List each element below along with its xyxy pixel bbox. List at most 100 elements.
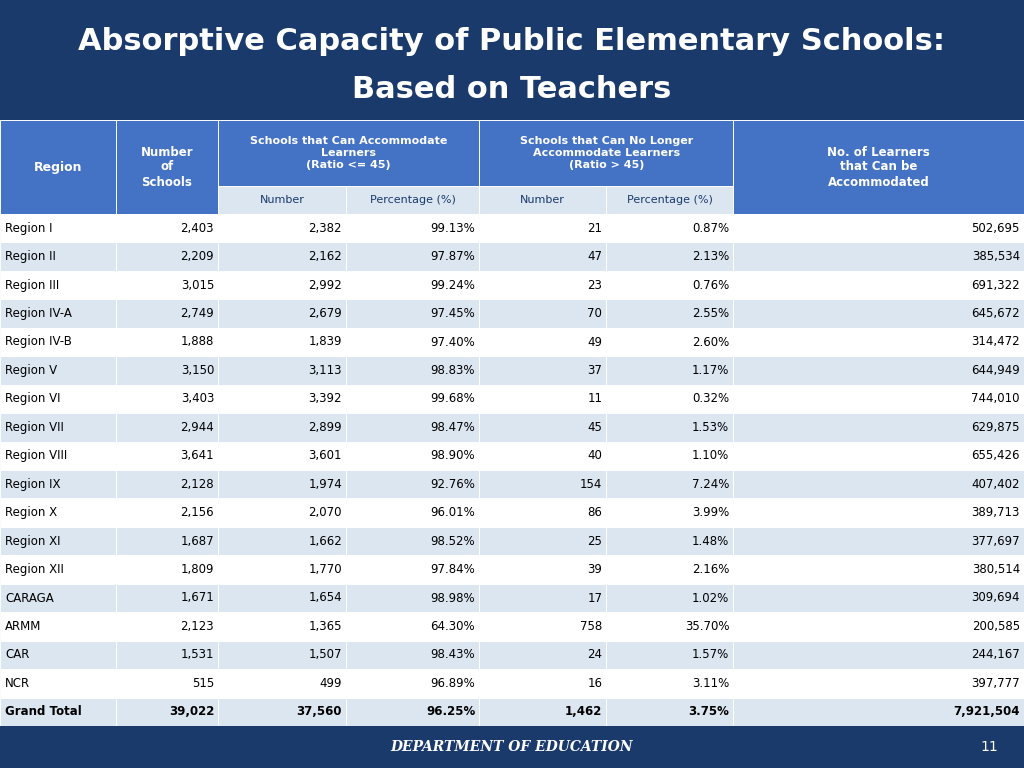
Bar	[116, 356, 218, 385]
Text: 154: 154	[580, 478, 602, 491]
Bar	[479, 271, 606, 300]
Bar	[606, 498, 733, 527]
Bar	[733, 555, 1024, 584]
Text: 397,777: 397,777	[972, 677, 1020, 690]
Text: 385,534: 385,534	[972, 250, 1020, 263]
Bar	[606, 214, 733, 243]
Text: DEPARTMENT OF EDUCATION: DEPARTMENT OF EDUCATION	[391, 740, 633, 754]
Bar	[606, 328, 733, 356]
Text: Schools that Can No Longer
Accommodate Learners
(Ratio > 45): Schools that Can No Longer Accommodate L…	[519, 137, 693, 170]
Bar	[346, 470, 479, 498]
Bar	[733, 300, 1024, 328]
Text: 86: 86	[588, 506, 602, 519]
Bar	[346, 442, 479, 470]
Text: Based on Teachers: Based on Teachers	[352, 75, 672, 104]
Bar	[479, 120, 733, 186]
Text: 758: 758	[580, 620, 602, 633]
Text: Region I: Region I	[5, 222, 52, 235]
Text: 377,697: 377,697	[972, 535, 1020, 548]
Bar	[733, 612, 1024, 641]
Text: 11: 11	[587, 392, 602, 406]
Text: 1,462: 1,462	[565, 705, 602, 718]
Bar	[733, 527, 1024, 555]
Text: Region XI: Region XI	[5, 535, 60, 548]
Bar	[733, 641, 1024, 669]
Text: 97.87%: 97.87%	[430, 250, 475, 263]
Bar	[218, 413, 346, 442]
Bar	[218, 555, 346, 584]
Bar	[479, 243, 606, 271]
Bar	[606, 527, 733, 555]
Bar	[346, 328, 479, 356]
Text: 314,472: 314,472	[972, 336, 1020, 349]
Bar	[733, 584, 1024, 612]
Text: 98.52%: 98.52%	[431, 535, 475, 548]
Text: No. of Learners
that Can be
Accommodated: No. of Learners that Can be Accommodated	[827, 145, 930, 188]
Bar	[116, 214, 218, 243]
Bar	[116, 527, 218, 555]
Bar	[0, 470, 116, 498]
Bar	[733, 669, 1024, 697]
Text: 39,022: 39,022	[169, 705, 214, 718]
Text: 40: 40	[588, 449, 602, 462]
Bar	[733, 385, 1024, 413]
Text: 97.84%: 97.84%	[430, 563, 475, 576]
Bar	[479, 214, 606, 243]
Text: Percentage (%): Percentage (%)	[370, 195, 456, 205]
Text: Number: Number	[520, 195, 565, 205]
Bar	[218, 214, 346, 243]
Bar	[346, 214, 479, 243]
Text: 39: 39	[588, 563, 602, 576]
Bar	[116, 300, 218, 328]
Text: 96.89%: 96.89%	[430, 677, 475, 690]
Bar	[346, 498, 479, 527]
Text: 2,070: 2,070	[308, 506, 342, 519]
Text: 37: 37	[588, 364, 602, 377]
Text: 3,601: 3,601	[308, 449, 342, 462]
Bar	[0, 385, 116, 413]
Text: 644,949: 644,949	[971, 364, 1020, 377]
Text: 2.13%: 2.13%	[692, 250, 729, 263]
Text: 37,560: 37,560	[297, 705, 342, 718]
Text: 3,641: 3,641	[180, 449, 214, 462]
Bar	[346, 356, 479, 385]
Text: 2,899: 2,899	[308, 421, 342, 434]
Text: 380,514: 380,514	[972, 563, 1020, 576]
Bar	[346, 243, 479, 271]
Bar	[606, 300, 733, 328]
Bar	[606, 243, 733, 271]
Text: 1.48%: 1.48%	[692, 535, 729, 548]
Text: 2,679: 2,679	[308, 307, 342, 320]
Text: 96.01%: 96.01%	[430, 506, 475, 519]
Bar	[346, 641, 479, 669]
Text: Absorptive Capacity of Public Elementary Schools:: Absorptive Capacity of Public Elementary…	[79, 28, 945, 57]
Text: 3.11%: 3.11%	[692, 677, 729, 690]
Text: 17: 17	[587, 591, 602, 604]
Bar	[479, 470, 606, 498]
Bar	[218, 385, 346, 413]
Bar	[733, 271, 1024, 300]
Bar	[479, 584, 606, 612]
Bar	[606, 442, 733, 470]
Text: 1,662: 1,662	[308, 535, 342, 548]
Bar	[0, 271, 116, 300]
Text: 1,507: 1,507	[308, 648, 342, 661]
Text: 744,010: 744,010	[972, 392, 1020, 406]
Text: 2,128: 2,128	[180, 478, 214, 491]
Text: Region III: Region III	[5, 279, 59, 292]
Text: Schools that Can Accommodate
Learners
(Ratio <= 45): Schools that Can Accommodate Learners (R…	[250, 137, 447, 170]
Bar	[346, 300, 479, 328]
Bar	[218, 584, 346, 612]
Bar	[116, 498, 218, 527]
Text: 98.43%: 98.43%	[431, 648, 475, 661]
Bar	[479, 612, 606, 641]
Text: Region X: Region X	[5, 506, 57, 519]
Bar	[0, 243, 116, 271]
Bar	[479, 413, 606, 442]
Text: 45: 45	[588, 421, 602, 434]
Text: 70: 70	[588, 307, 602, 320]
Bar	[116, 328, 218, 356]
Text: 2.60%: 2.60%	[692, 336, 729, 349]
Bar	[116, 120, 218, 214]
Text: 2,162: 2,162	[308, 250, 342, 263]
